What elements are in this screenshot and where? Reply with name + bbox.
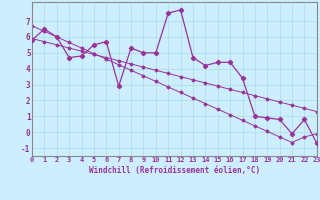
X-axis label: Windchill (Refroidissement éolien,°C): Windchill (Refroidissement éolien,°C) xyxy=(89,166,260,175)
